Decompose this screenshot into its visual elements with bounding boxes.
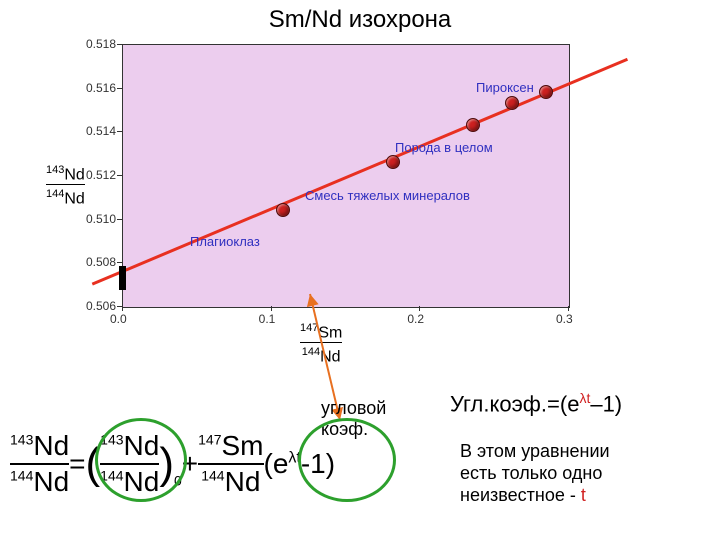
- ellipse-slope: [298, 418, 396, 502]
- ellipse-intercept: [95, 418, 187, 502]
- slope-formula: Угл.коэф.=(eλt–1): [450, 390, 622, 417]
- explanation-text: В этом уравненииесть только однонеизвест…: [460, 440, 610, 506]
